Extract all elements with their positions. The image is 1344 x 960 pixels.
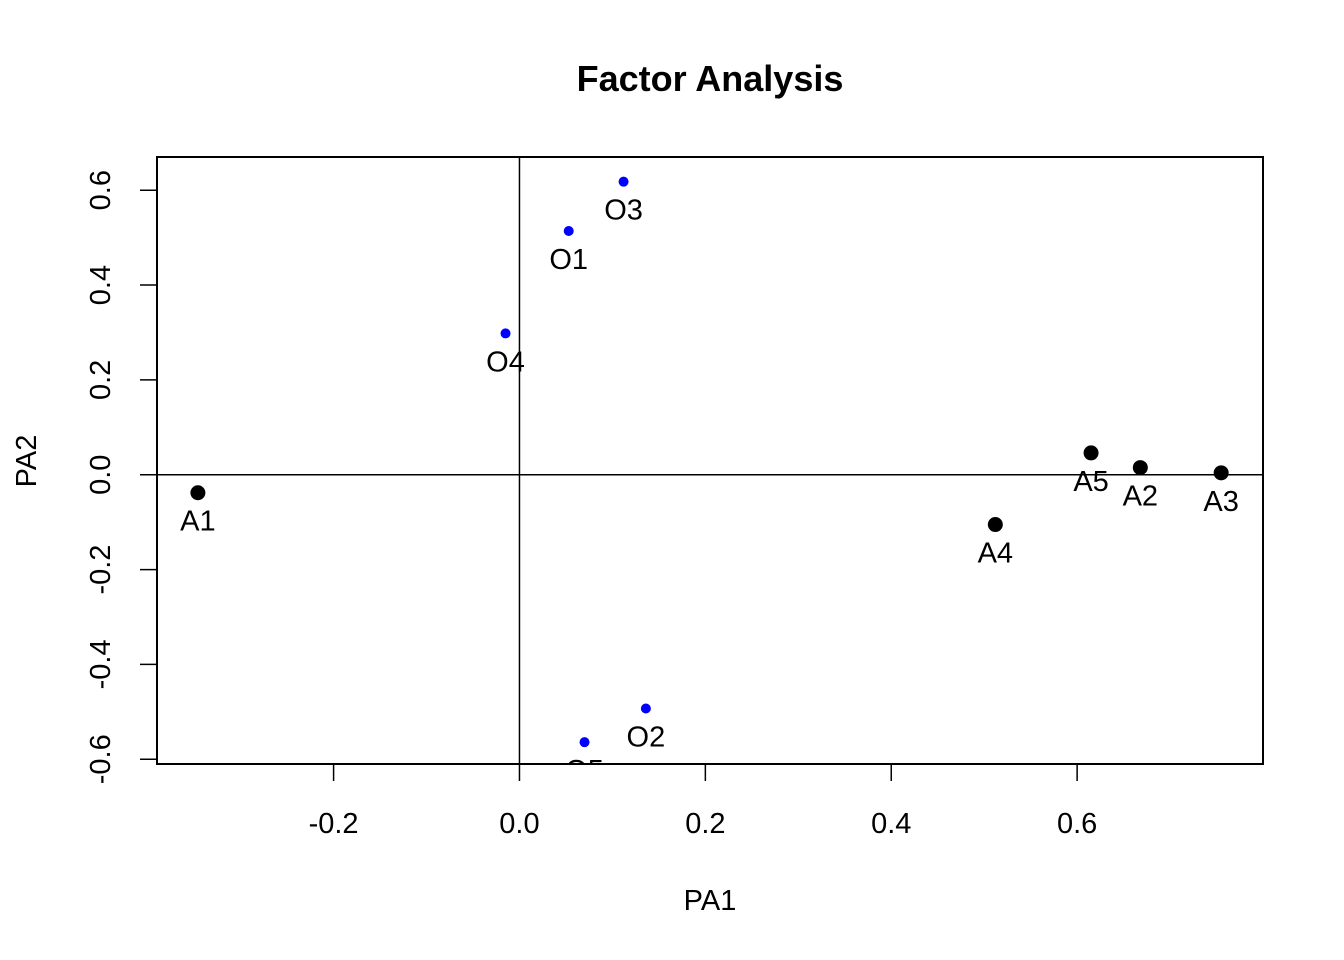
point-o1 xyxy=(563,225,574,236)
point-a4 xyxy=(987,517,1003,533)
x-tick-label: 0.4 xyxy=(871,808,911,840)
point-label-o5: O5 xyxy=(565,755,604,787)
point-o3 xyxy=(618,176,629,187)
chart-title: Factor Analysis xyxy=(577,58,844,99)
point-label-a1: A1 xyxy=(180,506,215,538)
x-axis: -0.2 0.0 0.2 0.4 0.6 xyxy=(309,763,1097,840)
point-label-o1: O1 xyxy=(549,244,588,276)
x-tick-label: 0.6 xyxy=(1057,808,1097,840)
plot-frame xyxy=(156,156,1264,765)
x-tick-label: -0.2 xyxy=(309,808,359,840)
point-a5 xyxy=(1083,445,1099,461)
x-axis-title: PA1 xyxy=(684,885,737,917)
y-tick-label: 0.4 xyxy=(85,265,117,305)
point-a2 xyxy=(1132,460,1148,476)
y-tick-label: -0.2 xyxy=(85,545,117,595)
y-tick-label: 0.6 xyxy=(85,170,117,210)
point-label-a2: A2 xyxy=(1123,481,1158,513)
x-tick-label: 0.2 xyxy=(685,808,725,840)
x-tick-label: 0.0 xyxy=(499,808,539,840)
point-label-a4: A4 xyxy=(978,538,1013,570)
point-label-o3: O3 xyxy=(604,195,643,227)
reference-lines xyxy=(157,157,1263,764)
point-a3 xyxy=(1213,465,1229,481)
point-a1 xyxy=(190,485,206,501)
y-axis-title: PA2 xyxy=(11,435,43,488)
points-layer: O3 O1 O4 O2 O5 A1 A4 A5 A2 A3 xyxy=(180,176,1239,787)
y-tick-label: -0.6 xyxy=(85,734,117,784)
point-label-o2: O2 xyxy=(627,722,666,754)
point-o5 xyxy=(579,737,590,748)
point-label-a3: A3 xyxy=(1203,486,1238,518)
y-axis: -0.6 -0.4 -0.2 0.0 0.2 0.4 0.6 xyxy=(85,170,158,784)
y-tick-label: -0.4 xyxy=(85,639,117,689)
y-tick-label: 0.2 xyxy=(85,360,117,400)
point-label-o4: O4 xyxy=(486,346,525,378)
point-label-a5: A5 xyxy=(1073,466,1108,498)
point-o2 xyxy=(640,703,651,714)
y-tick-label: 0.0 xyxy=(85,455,117,495)
point-o4 xyxy=(500,328,511,339)
